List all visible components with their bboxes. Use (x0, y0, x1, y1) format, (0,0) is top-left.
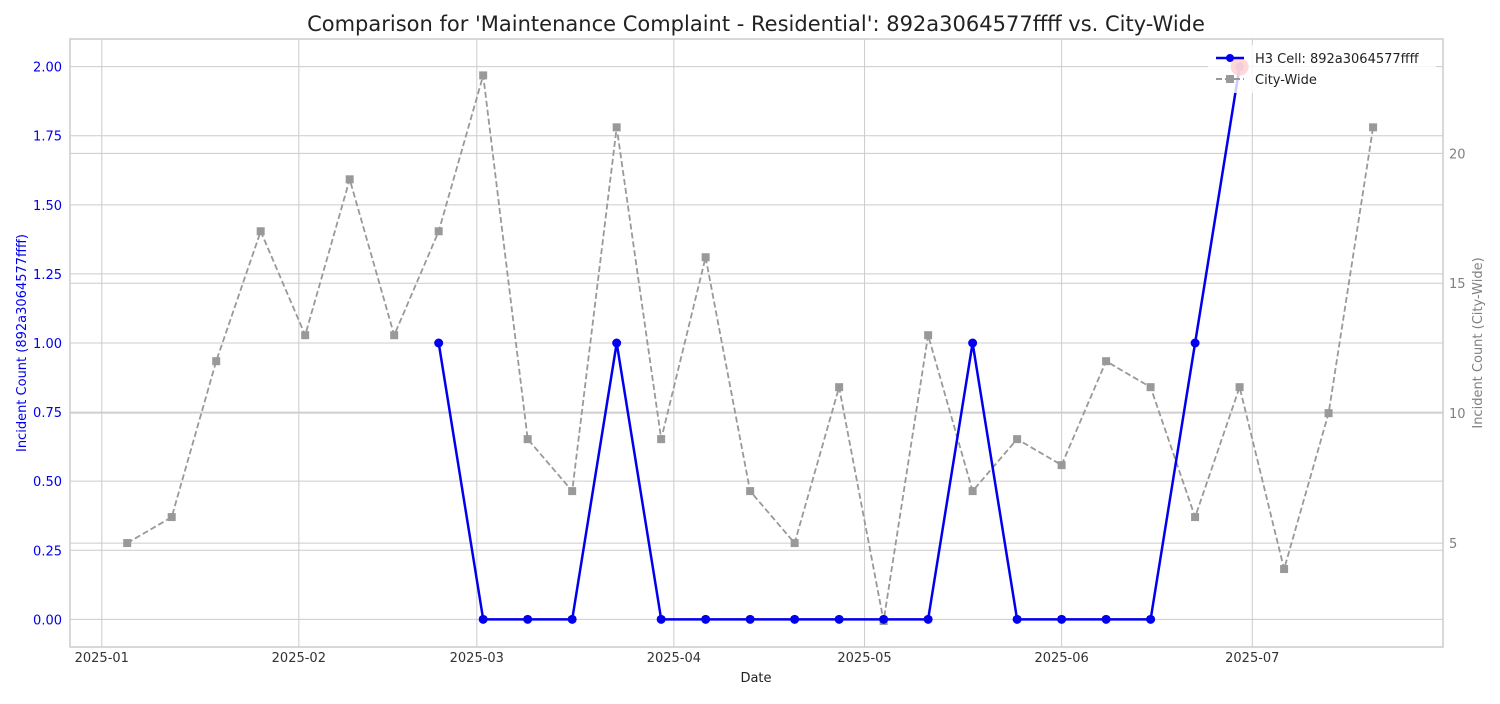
h3-cell-point (612, 338, 622, 348)
x-tick-label: 2025-01 (75, 651, 129, 666)
city-wide-point (1102, 357, 1111, 366)
city-wide-point (212, 357, 221, 366)
city-wide-point (612, 123, 621, 132)
h3-cell-point (656, 614, 666, 624)
x-tick-label: 2025-07 (1225, 651, 1279, 666)
h3-cell-point (1101, 614, 1111, 624)
y-axis-label-left: Incident Count (892a3064577ffff) (15, 234, 30, 452)
series-line-city-wide (126, 75, 1374, 622)
x-tick-label: 2025-06 (1034, 651, 1088, 666)
city-wide-point (123, 539, 132, 548)
x-tick-label: 2025-05 (837, 651, 891, 666)
city-wide-point (1280, 565, 1289, 574)
plot-frame (69, 38, 1444, 648)
city-wide-point (924, 331, 933, 340)
city-wide-point (1191, 513, 1200, 522)
city-wide-point (746, 487, 755, 496)
y-left-tick-label: 0.00 (33, 613, 62, 628)
legend: H3 Cell: 892a3064577ffff City-Wide (1208, 45, 1436, 93)
legend-label-city: City-Wide (1255, 73, 1317, 88)
legend-label-cell: H3 Cell: 892a3064577ffff (1255, 52, 1420, 67)
h3-cell-point (1146, 614, 1156, 624)
city-wide-point (1013, 435, 1022, 444)
y-left-tick-label: 0.50 (33, 475, 62, 490)
y-right-tick-label: 20 (1449, 147, 1466, 162)
city-wide-point (701, 253, 710, 262)
city-wide-point (167, 513, 176, 522)
city-wide-point (390, 331, 399, 340)
chart-title: Comparison for 'Maintenance Complaint - … (307, 12, 1205, 36)
x-axis-label: Date (740, 671, 771, 686)
city-wide-point (1369, 123, 1378, 132)
city-wide-point (835, 383, 844, 392)
y-right-tick-label: 10 (1449, 407, 1466, 422)
city-wide-point (434, 227, 443, 236)
legend-marker-city (1226, 75, 1234, 83)
y-left-tick-label: 1.50 (33, 199, 62, 214)
city-wide-point (1324, 409, 1333, 418)
h3-cell-point (567, 614, 577, 624)
y-left-tick-label: 1.25 (33, 268, 62, 283)
city-wide-point (568, 487, 577, 496)
y-left-tick-label: 1.00 (33, 337, 62, 352)
y-left-tick-label: 2.00 (33, 61, 62, 76)
y-left-tick-label: 0.25 (33, 544, 62, 559)
h3-cell-point (745, 614, 755, 624)
x-tick-label: 2025-02 (272, 651, 326, 666)
tick-layer: 2025-01 2025-02 2025-03 2025-04 2025-05 2025-… (33, 61, 1466, 666)
y-right-tick-label: 5 (1449, 537, 1457, 552)
city-wide-point (1057, 461, 1066, 470)
x-tick-label: 2025-04 (647, 651, 701, 666)
y-left-tick-label: 0.75 (33, 406, 62, 421)
h3-cell-point (701, 614, 711, 624)
city-wide-point (790, 539, 799, 548)
city-wide-point (256, 227, 265, 236)
h3-cell-point (923, 614, 933, 624)
x-tick-label: 2025-03 (450, 651, 504, 666)
legend-box (1208, 45, 1436, 93)
city-wide-point (1235, 383, 1244, 392)
y-left-tick-label: 1.75 (33, 130, 62, 145)
city-wide-point (968, 487, 977, 496)
h3-cell-point (523, 614, 533, 624)
y-right-tick-label: 15 (1449, 277, 1466, 292)
y-axis-label-right: Incident Count (City-Wide) (1471, 257, 1486, 428)
legend-marker-cell (1226, 54, 1234, 62)
city-wide-point (345, 175, 354, 184)
series-layer (123, 57, 1378, 626)
h3-cell-point (478, 614, 488, 624)
h3-cell-point (1012, 614, 1022, 624)
city-wide-point (657, 435, 666, 444)
h3-cell-point (790, 614, 800, 624)
h3-cell-point (1190, 338, 1200, 348)
city-wide-point (1146, 383, 1155, 392)
h3-cell-point (434, 338, 444, 348)
grid-layer (70, 39, 1443, 647)
city-wide-point (523, 435, 532, 444)
h3-cell-point (834, 614, 844, 624)
city-wide-point (479, 71, 488, 80)
h3-cell-point (1057, 614, 1067, 624)
h3-cell-point (879, 614, 889, 624)
city-wide-point (301, 331, 310, 340)
h3-cell-point (968, 338, 978, 348)
